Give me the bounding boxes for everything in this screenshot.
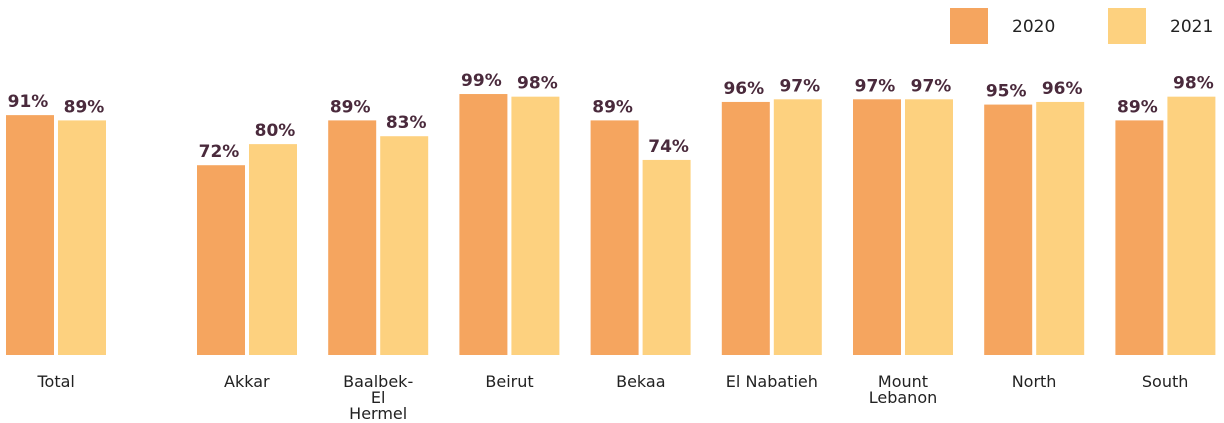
x-tick-label: Mount Lebanon xyxy=(868,372,938,407)
bar xyxy=(984,104,1033,355)
bar xyxy=(328,120,377,355)
x-tick-label: Baalbek-El Hermel xyxy=(343,372,414,423)
bar xyxy=(6,115,54,356)
x-tick-label: South xyxy=(1141,372,1189,391)
bar xyxy=(511,96,560,355)
bar xyxy=(853,99,901,355)
value-label: 89% xyxy=(1117,97,1158,117)
legend-swatch xyxy=(950,8,988,44)
value-label: 74% xyxy=(648,137,689,157)
value-label: 98% xyxy=(517,74,558,94)
x-tick-label: Bekaa xyxy=(616,372,666,391)
x-tick-label: Beirut xyxy=(485,372,534,391)
bar xyxy=(1115,120,1164,355)
bar xyxy=(1036,101,1085,355)
value-label: 98% xyxy=(1173,74,1214,94)
bar xyxy=(773,99,822,355)
bar xyxy=(380,136,429,355)
value-label: 72% xyxy=(199,142,240,162)
bar xyxy=(459,94,508,355)
value-label: 97% xyxy=(855,76,896,96)
bar xyxy=(590,120,639,355)
x-tick-label: Akkar xyxy=(224,372,270,391)
value-label: 89% xyxy=(592,97,633,117)
value-label: 97% xyxy=(911,76,952,96)
value-label: 89% xyxy=(64,97,105,117)
value-label: 89% xyxy=(330,97,371,117)
bar xyxy=(249,144,297,355)
bar xyxy=(1167,96,1216,355)
value-label: 80% xyxy=(255,121,296,141)
bar xyxy=(197,165,245,355)
value-label: 96% xyxy=(1042,79,1083,99)
bar xyxy=(721,101,770,355)
value-label: 99% xyxy=(461,71,502,91)
value-label: 95% xyxy=(986,82,1027,102)
legend-label: 2020 xyxy=(1012,17,1055,37)
value-label: 91% xyxy=(8,92,49,112)
bar xyxy=(905,99,953,355)
x-tick-label: El Nabatieh xyxy=(725,372,818,391)
x-tick-label: Total xyxy=(37,372,75,391)
value-label: 96% xyxy=(723,79,764,99)
legend-label: 2021 xyxy=(1170,17,1213,37)
value-label: 83% xyxy=(386,113,427,133)
bar xyxy=(58,120,106,355)
legend-swatch xyxy=(1108,8,1146,44)
value-label: 97% xyxy=(779,76,820,96)
bar xyxy=(642,159,691,355)
x-tick-label: North xyxy=(1011,372,1057,391)
